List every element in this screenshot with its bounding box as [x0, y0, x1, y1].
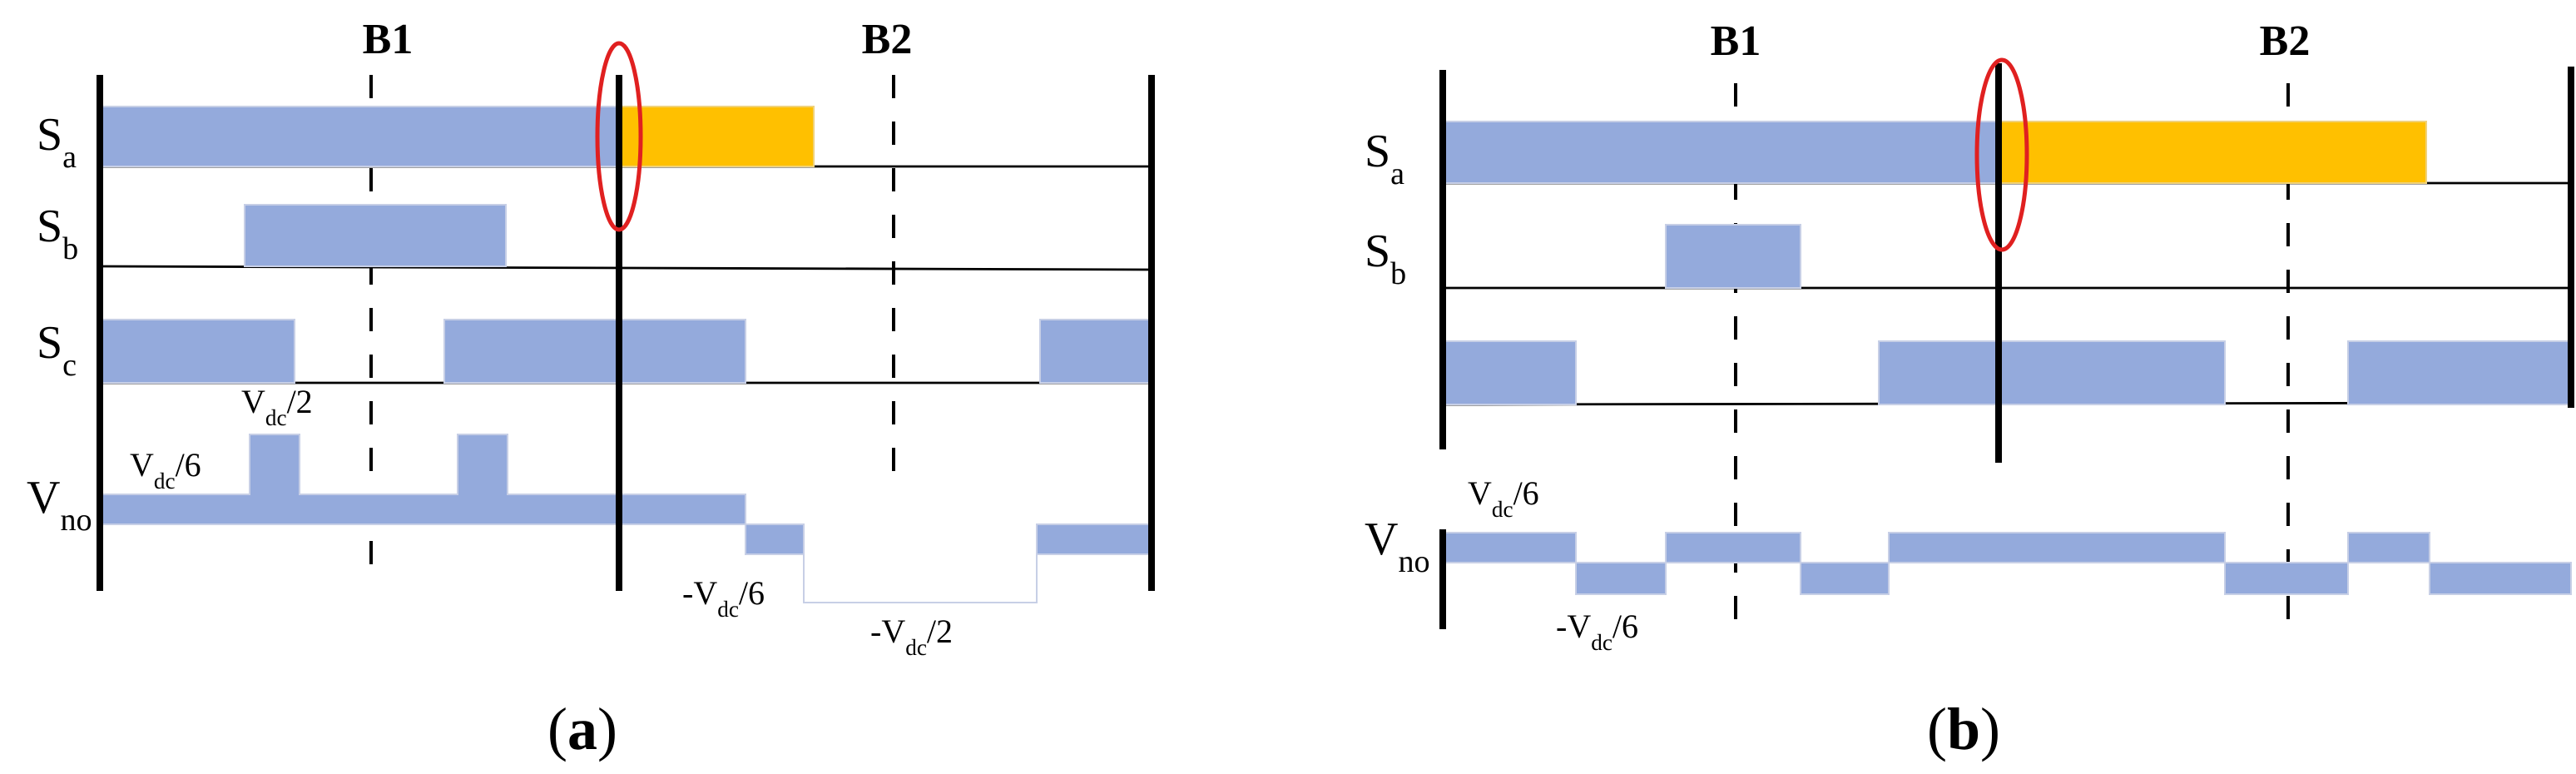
- level-label: Vdc/6: [130, 446, 201, 494]
- level-label-main: V: [1567, 608, 1591, 645]
- level-label-main: V: [130, 446, 154, 484]
- vno-waveform: [1442, 532, 2572, 595]
- signal-label-sub: no: [1398, 544, 1429, 579]
- signal-label: Sb: [37, 201, 78, 266]
- level-label-suffix: /2: [927, 613, 953, 650]
- signal-label: Vno: [27, 472, 92, 538]
- level-label: -Vdc/2: [870, 613, 953, 660]
- signal-label-main: V: [1365, 514, 1398, 565]
- pulse: [1998, 121, 2427, 184]
- caption: (a): [547, 696, 617, 762]
- level-label-prefix: -: [1556, 608, 1567, 645]
- level-label-main: V: [881, 613, 905, 650]
- signal-label-main: S: [37, 317, 62, 369]
- caption-label: b: [1947, 696, 1980, 762]
- signal-label-sub: no: [60, 503, 92, 538]
- level-label-sub: dc: [1492, 497, 1513, 522]
- pulse: [1665, 224, 1801, 289]
- signal-label: Sc: [37, 317, 77, 383]
- pulse: [1878, 340, 2226, 405]
- pulse: [99, 319, 295, 384]
- level-label-sub: dc: [1591, 630, 1612, 655]
- signal-label-main: S: [37, 109, 62, 161]
- signal-label-main: S: [1365, 126, 1390, 177]
- caption: (b): [1927, 696, 2000, 762]
- level-label-main: V: [241, 383, 265, 420]
- signal-label-main: S: [1365, 226, 1390, 277]
- pulse: [1039, 319, 1152, 384]
- highlight: [1974, 57, 2029, 252]
- level-label-suffix: /6: [176, 446, 201, 484]
- level-label: Vdc/6: [1468, 474, 1539, 522]
- signal-label-sub: b: [1390, 256, 1406, 291]
- signal-label: Sa: [37, 109, 77, 175]
- marker-label: B2: [862, 16, 913, 63]
- level-label-sub: dc: [265, 405, 287, 430]
- pulse: [618, 106, 815, 167]
- marker-label: B1: [1711, 17, 1761, 65]
- level-label-sub: dc: [154, 469, 176, 494]
- caption-open: (: [1927, 696, 1947, 762]
- caption-close: ): [597, 696, 617, 762]
- level-label-main: V: [1468, 474, 1492, 512]
- signal-label: Vno: [1365, 514, 1430, 579]
- level-label: Vdc/2: [241, 383, 313, 430]
- signal-label-main: S: [37, 201, 62, 252]
- pulse: [244, 204, 507, 267]
- level-label-suffix: /6: [1513, 474, 1539, 512]
- marker-label: B2: [2260, 17, 2311, 65]
- level-label-sub: dc: [717, 597, 739, 622]
- signal-label-sub: b: [62, 231, 78, 266]
- level-label: -Vdc/6: [682, 574, 765, 622]
- level-label-prefix: -: [870, 613, 881, 650]
- signal-label-sub: c: [62, 348, 77, 383]
- level-label: -Vdc/6: [1556, 608, 1638, 655]
- marker-label: B1: [363, 16, 414, 63]
- signal-label-main: V: [27, 472, 60, 523]
- signal-label-sub: a: [62, 140, 77, 175]
- caption-close: ): [1980, 696, 2000, 762]
- highlight: [595, 41, 643, 232]
- pulse: [443, 319, 746, 384]
- caption-open: (: [547, 696, 567, 762]
- signal-label: Sb: [1365, 226, 1406, 291]
- level-label-main: V: [693, 574, 717, 612]
- signal-label: Sa: [1365, 126, 1404, 191]
- level-label-suffix: /6: [739, 574, 765, 612]
- level-label-suffix: /2: [287, 383, 313, 420]
- caption-label: a: [567, 696, 597, 762]
- pulse: [1442, 340, 1577, 405]
- pulse: [2347, 340, 2572, 405]
- pulse: [99, 106, 620, 167]
- signal-label-sub: a: [1390, 156, 1404, 191]
- level-label-sub: dc: [905, 635, 927, 660]
- vno-waveform: [99, 434, 1152, 603]
- level-label-suffix: /6: [1612, 608, 1638, 645]
- level-label-prefix: -: [682, 574, 693, 612]
- pulse: [1442, 121, 1999, 184]
